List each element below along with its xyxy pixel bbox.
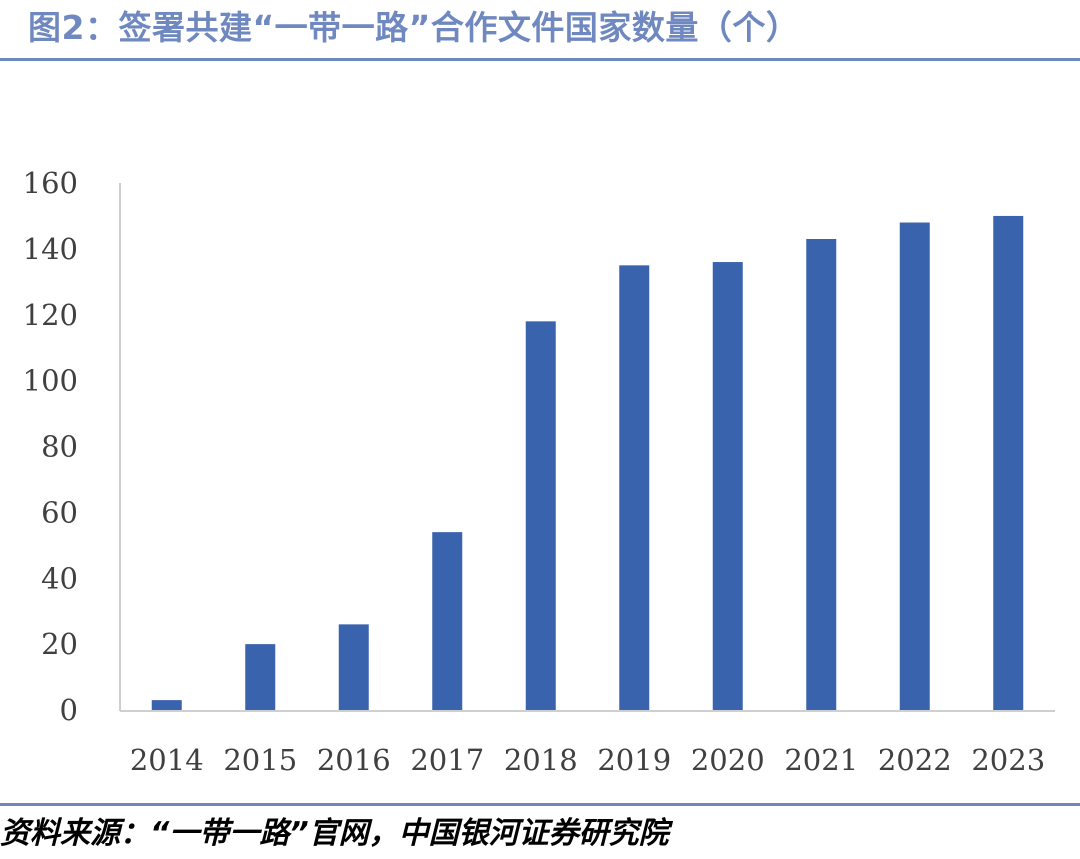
- figure-title: 图2：签署共建“一带一路”合作文件国家数量（个）: [28, 8, 800, 47]
- bar-2020: [712, 262, 743, 710]
- bar-2019: [619, 265, 650, 710]
- y-tick-label: 80: [41, 430, 78, 464]
- bar-2021: [806, 238, 837, 710]
- figure-header: 图2：签署共建“一带一路”合作文件国家数量（个）: [0, 0, 1080, 62]
- x-tick-label: 2014: [130, 743, 204, 777]
- y-tick-label: 40: [41, 561, 78, 595]
- y-tick-label: 120: [23, 298, 78, 332]
- source-note: 资料来源：“一带一路”官网，中国银河证券研究院: [0, 816, 669, 851]
- x-tick-label: 2021: [784, 743, 858, 777]
- x-tick-label: 2019: [597, 743, 671, 777]
- x-tick-label: 2022: [878, 743, 952, 777]
- bars: [151, 215, 1024, 710]
- x-tick-label: 2018: [504, 743, 578, 777]
- x-tick-label: 2015: [223, 743, 297, 777]
- x-tick-label: 2017: [410, 743, 484, 777]
- bar-2022: [899, 222, 930, 710]
- y-axis: 0 20 40 60 80 100 120 140 160: [23, 166, 121, 727]
- y-tick-label: 60: [41, 495, 78, 529]
- footer-divider: [0, 803, 1080, 806]
- bar-2015: [245, 644, 276, 710]
- x-tick-label: 2023: [971, 743, 1045, 777]
- y-tick-label: 0: [60, 693, 78, 727]
- title-divider: [0, 58, 1080, 61]
- y-tick-label: 100: [23, 364, 78, 398]
- bar-2018: [525, 321, 556, 710]
- bar-2016: [338, 624, 369, 710]
- x-tick-label: 2016: [317, 743, 391, 777]
- bar-2023: [993, 215, 1024, 710]
- y-tick-label: 160: [23, 166, 78, 200]
- y-tick-label: 140: [23, 232, 78, 266]
- y-tick-label: 20: [41, 627, 78, 661]
- x-tick-label: 2020: [691, 743, 765, 777]
- bar-2014: [151, 700, 182, 710]
- x-axis: 2014 2015 2016 2017 2018 2019 2020 2021 2022 2023: [120, 710, 1055, 777]
- chart-area: 0 20 40 60 80 100 120 140 160 2014 2015 2016 2017 20…: [0, 62, 1080, 802]
- bar-2017: [432, 532, 463, 710]
